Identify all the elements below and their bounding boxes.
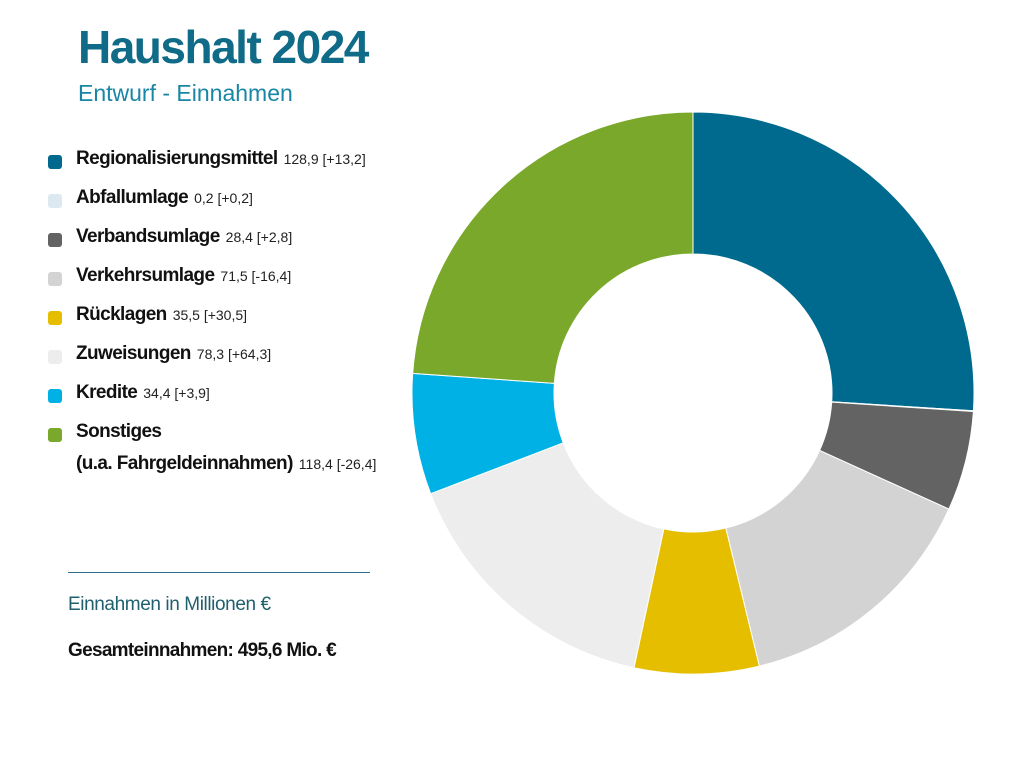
donut-slice: [412, 111, 694, 384]
legend-label-line2: (u.a. Fahrgeldeinnahmen) 118,4 [-26,4]: [76, 453, 408, 475]
divider: [68, 572, 370, 573]
legend-label: Regionalisierungsmittel: [76, 148, 278, 169]
donut-slice: [692, 111, 975, 412]
legend-value: 34,4 [+3,9]: [143, 385, 210, 401]
legend-swatch: [48, 428, 62, 442]
legend-value: 35,5 [+30,5]: [173, 307, 247, 323]
legend-value-amount: 28,4: [225, 229, 253, 245]
legend-item: Verbandsumlage 28,4 [+2,8]: [48, 226, 408, 248]
legend-label-sub: (u.a. Fahrgeldeinnahmen): [76, 453, 293, 474]
legend-swatch: [48, 194, 62, 208]
legend-item: Zuweisungen 78,3 [+64,3]: [48, 343, 408, 365]
legend-value-amount: 71,5: [220, 268, 248, 284]
legend-value-amount: 35,5: [172, 307, 200, 323]
legend-value: 28,4 [+2,8]: [226, 229, 293, 245]
legend-value: 0,2 [+0,2]: [194, 190, 253, 206]
legend-item: Abfallumlage 0,2 [+0,2]: [48, 187, 408, 209]
legend-swatch: [48, 350, 62, 364]
legend-item: Sonstiges (u.a. Fahrgeldeinnahmen) 118,4 […: [48, 421, 408, 475]
legend-label: Zuweisungen: [76, 343, 191, 364]
legend-value: 71,5 [-16,4]: [220, 268, 291, 284]
legend-value: 78,3 [+64,3]: [197, 346, 271, 362]
legend-label: Abfallumlage: [76, 187, 189, 208]
legend-item: Rücklagen 35,5 [+30,5]: [48, 304, 408, 326]
legend-label: Verkehrsumlage: [76, 265, 215, 286]
legend-item: Verkehrsumlage 71,5 [-16,4]: [48, 265, 408, 287]
legend-value: 128,9 [+13,2]: [284, 151, 366, 167]
legend-label: Kredite: [76, 382, 138, 403]
page-subtitle: Entwurf - Einnahmen: [78, 80, 293, 106]
donut-slice: [725, 449, 950, 667]
legend-value-amount: 34,4: [143, 385, 171, 401]
donut-chart: [411, 111, 975, 675]
legend-value-change: [+13,2]: [322, 151, 366, 167]
legend-value-amount: 128,9: [283, 151, 319, 167]
legend-value-change: [-26,4]: [336, 456, 377, 472]
legend-value-amount: 78,3: [196, 346, 225, 362]
chart-legend: Regionalisierungsmittel 128,9 [+13,2] Abfa…: [48, 148, 408, 492]
donut-slice: [430, 442, 665, 669]
page-title: Haushalt 2024: [78, 21, 369, 73]
legend-value-change: [+2,8]: [256, 229, 293, 245]
legend-swatch: [48, 272, 62, 286]
legend-value-amount: 118,4: [298, 456, 333, 472]
legend-value: 118,4 [-26,4]: [299, 456, 377, 472]
legend-value-change: [-16,4]: [251, 268, 292, 284]
legend-swatch: [48, 389, 62, 403]
legend-value-change: [+0,2]: [217, 190, 253, 206]
total-income: Gesamteinnahmen: 495,6 Mio. €: [68, 640, 337, 661]
legend-label: Rücklagen: [76, 304, 167, 325]
legend-label: Sonstiges: [76, 421, 162, 442]
legend-item: Kredite 34,4 [+3,9]: [48, 382, 408, 404]
legend-swatch: [48, 155, 62, 169]
legend-swatch: [48, 311, 62, 325]
legend-label: Verbandsumlage: [76, 226, 220, 247]
legend-value-change: [+64,3]: [227, 346, 272, 362]
legend-swatch: [48, 233, 62, 247]
legend-value-change: [+30,5]: [203, 307, 248, 323]
legend-item: Regionalisierungsmittel 128,9 [+13,2]: [48, 148, 408, 170]
legend-value-change: [+3,9]: [174, 385, 210, 401]
unit-note: Einnahmen in Millionen €: [68, 594, 271, 615]
legend-value-amount: 0,2: [194, 190, 214, 206]
